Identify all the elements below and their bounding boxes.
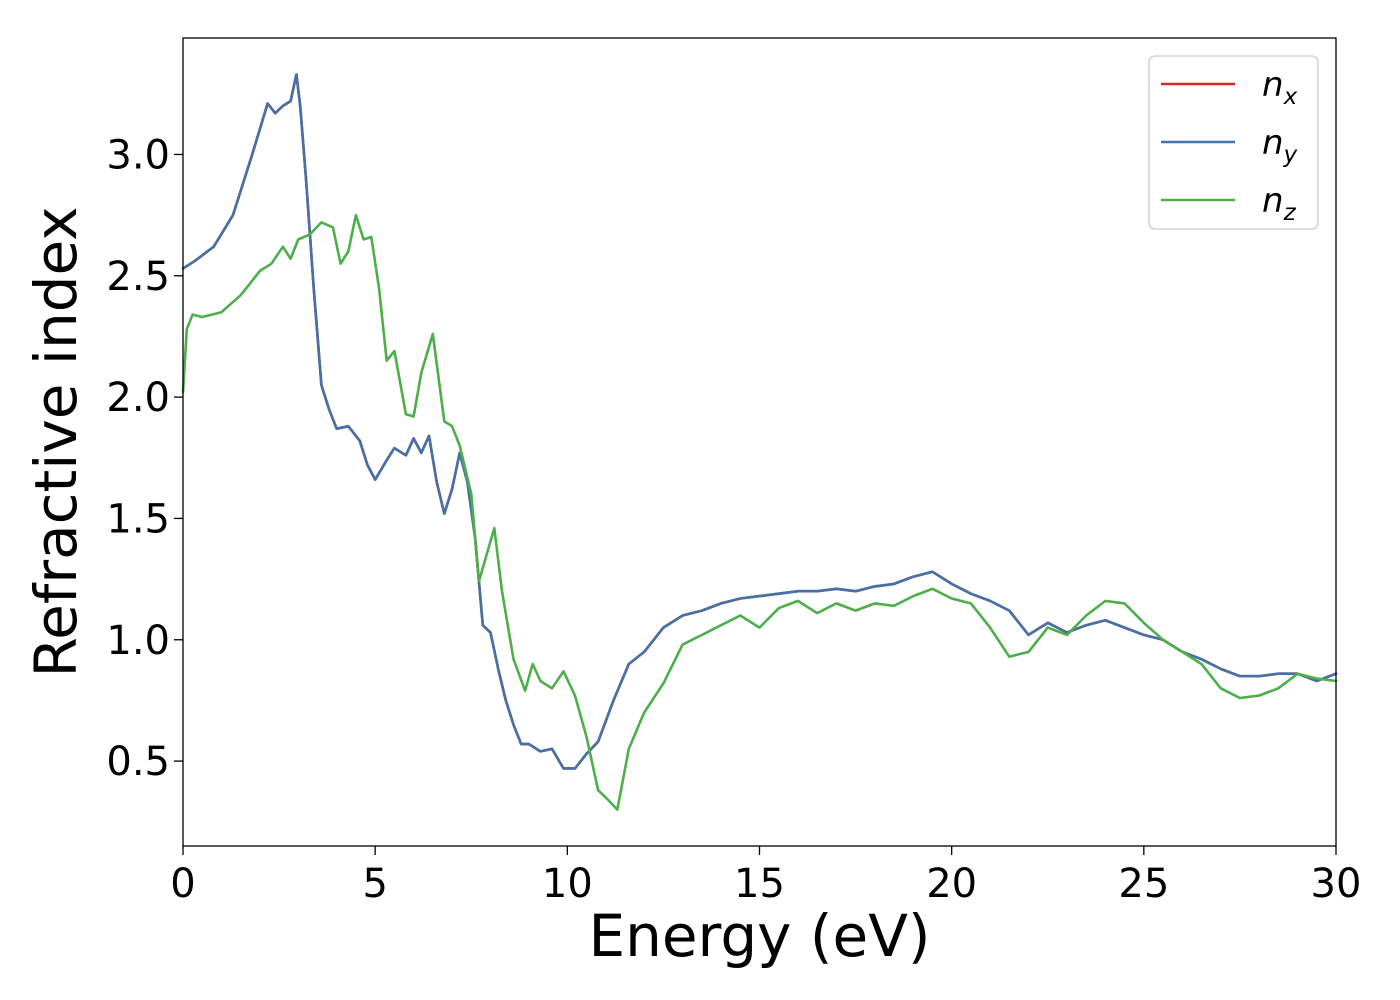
legend-label: nx [1262,65,1298,110]
y-tick-label: 1.0 [106,618,170,664]
legend-entry-ny: ny [1161,123,1298,168]
x-tick-label: 5 [362,861,387,907]
x-tick-label: 10 [542,861,593,907]
y-tick-label: 0.5 [106,739,170,785]
y-tick-label: 2.5 [106,254,170,300]
legend-entry-nz: nz [1161,181,1297,226]
series-line-nz [181,213,1338,811]
y-tick-label: 3.0 [106,132,170,178]
y-axis: 0.5 1.0 1.5 2.0 2.5 3.0 [106,132,183,785]
x-tick-label: 25 [1118,861,1169,907]
x-tick-label: 0 [170,861,195,907]
legend-label: ny [1262,123,1298,168]
series-layer [181,73,1338,811]
x-tick-label: 20 [926,861,977,907]
x-axis: 0 5 10 15 20 25 30 [170,846,1361,907]
y-tick-label: 2.0 [106,375,170,421]
x-axis-label: Energy (eV) [588,902,930,970]
legend: nx ny nz [1148,55,1319,230]
x-tick-label: 30 [1311,861,1362,907]
y-axis-label: Refractive index [22,206,90,677]
x-tick-label: 15 [734,861,785,907]
legend-entry-nx: nx [1161,65,1298,110]
y-tick-label: 1.5 [106,496,170,542]
legend-label: nz [1262,181,1297,226]
